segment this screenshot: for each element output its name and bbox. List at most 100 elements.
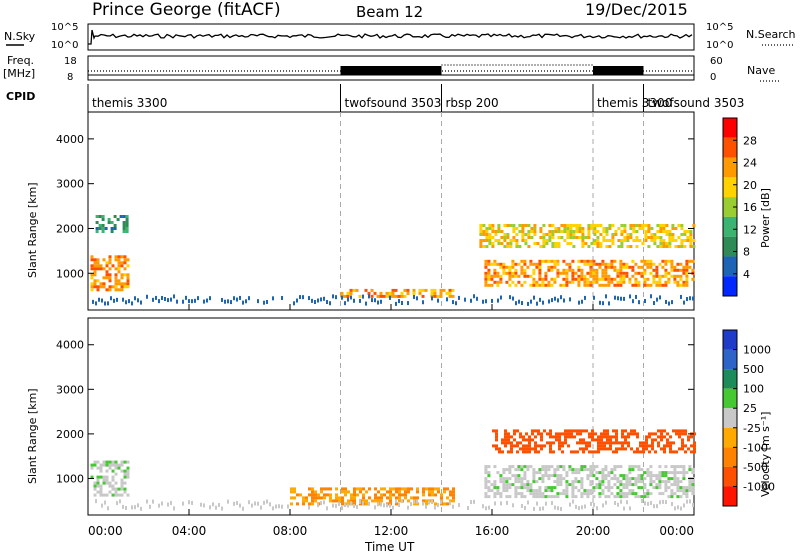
echo-cell-4 [671, 224, 675, 227]
echo-cell-0 [114, 487, 118, 491]
echo-cell-3 [619, 259, 623, 263]
velocity-colorbar-tick-label-0: 1000 [743, 344, 771, 357]
echo-cell-2 [624, 429, 627, 433]
vel-data-ground-scatter [680, 506, 682, 511]
echo-cell-0 [102, 285, 106, 289]
echo-cell-1 [125, 224, 129, 227]
echo-cell-3 [586, 280, 590, 284]
echo-cell-3 [640, 474, 644, 478]
echo-cell-0 [123, 472, 127, 476]
echo-cell-1 [365, 499, 368, 503]
echo-cell-2 [552, 450, 555, 454]
echo-cell-3 [547, 268, 551, 272]
echo-cell-0 [114, 288, 118, 292]
echo-cell-3 [649, 480, 653, 484]
power-colorbar-swatch-3 [723, 177, 737, 198]
echo-cell-2 [684, 432, 687, 436]
echo-cell-3 [520, 492, 524, 496]
echo-cell-3 [508, 465, 512, 469]
echo-cell-3 [649, 265, 653, 269]
echo-cell-3 [685, 274, 689, 278]
echo-cell-3 [568, 468, 572, 472]
echo-cell-3 [580, 465, 584, 469]
vel-data-ground-scatter [605, 500, 607, 505]
echo-cell-2 [648, 450, 651, 454]
power-data-ground-scatter [557, 298, 559, 303]
echo-cell-3 [670, 489, 674, 493]
echo-cell-2 [600, 441, 603, 445]
echo-cell-3 [556, 495, 560, 499]
echo-cell-4 [569, 224, 573, 227]
vel-data-ground-scatter [524, 505, 526, 510]
echo-cell-0 [123, 255, 127, 259]
echo-cell-3 [595, 277, 599, 281]
vel-data-ground-scatter [467, 506, 469, 511]
echo-cell-3 [529, 489, 533, 493]
echo-cell-3 [649, 471, 653, 475]
echo-cell-3 [604, 277, 608, 281]
power-data-ground-scatter [347, 297, 349, 302]
echo-cell-3 [505, 265, 509, 269]
echo-cell-3 [484, 495, 488, 499]
vel-data-ground-scatter [545, 501, 547, 506]
echo-cell-2 [621, 435, 624, 439]
echo-cell-4 [563, 224, 567, 227]
echo-cell-3 [679, 471, 683, 475]
echo-cell-3 [520, 271, 524, 275]
echo-cell-3 [619, 274, 623, 278]
echo-cell-0 [114, 258, 118, 262]
echo-cell-3 [631, 489, 635, 493]
power-data-ground-scatter [104, 301, 106, 306]
echo-cell-3 [655, 474, 659, 478]
echo-cell-2 [606, 438, 609, 442]
power-data-ground-scatter [197, 296, 199, 301]
echo-cell-0 [93, 258, 97, 262]
echo-cell-4 [608, 245, 612, 248]
echo-cell-4 [596, 236, 600, 239]
echo-cell-4 [578, 227, 582, 230]
echo-cell-3 [580, 486, 584, 490]
echo-cell-4 [653, 236, 657, 239]
noise-search-label: N.Search [746, 28, 796, 41]
echo-cell-3 [670, 262, 674, 266]
echo-cell-2 [519, 432, 522, 436]
echo-cell-3 [580, 268, 584, 272]
echo-cell-3 [529, 465, 533, 469]
vel-data-ground-scatter [488, 505, 490, 510]
echo-cell-3 [484, 486, 488, 490]
echo-cell-3 [664, 259, 668, 263]
power-data-ground-scatter [161, 295, 163, 300]
echo-cell-3 [484, 274, 488, 278]
echo-cell-2 [522, 450, 525, 454]
echo-cell-3 [574, 480, 578, 484]
echo-cell-4 [650, 239, 654, 242]
echo-cell-3 [598, 480, 602, 484]
echo-cell-3 [682, 471, 686, 475]
echo-cell-4 [554, 227, 558, 230]
echo-cell-3 [676, 480, 680, 484]
echo-cell-0 [96, 261, 100, 265]
echo-cell-3 [598, 495, 602, 499]
echo-cell-3 [646, 262, 650, 266]
echo-cell-4 [644, 239, 648, 242]
vel-data-ground-scatter [332, 503, 334, 508]
echo-cell-2 [358, 294, 362, 298]
echo-cell-3 [574, 271, 578, 275]
echo-cell-4 [569, 230, 573, 233]
echo-cell-3 [610, 277, 614, 281]
echo-cell-3 [625, 265, 629, 269]
echo-cell-4 [668, 230, 672, 233]
echo-cell-2 [654, 438, 657, 442]
echo-cell-4 [671, 233, 675, 236]
vel-data-ground-scatter [659, 500, 661, 505]
echo-cell-2 [615, 429, 618, 433]
vel-data-ground-scatter [119, 499, 121, 504]
echo-cell-3 [520, 477, 524, 481]
echo-cell-3 [493, 492, 497, 496]
echo-cell-1 [341, 496, 344, 500]
echo-cell-3 [529, 492, 533, 496]
echo-cell-2 [403, 288, 407, 292]
echo-cell-3 [580, 277, 584, 281]
echo-cell-0 [126, 273, 130, 277]
echo-cell-3 [628, 277, 632, 281]
